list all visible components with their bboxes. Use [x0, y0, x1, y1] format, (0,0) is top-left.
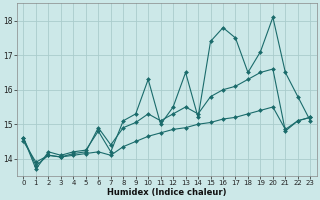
- X-axis label: Humidex (Indice chaleur): Humidex (Indice chaleur): [107, 188, 227, 197]
